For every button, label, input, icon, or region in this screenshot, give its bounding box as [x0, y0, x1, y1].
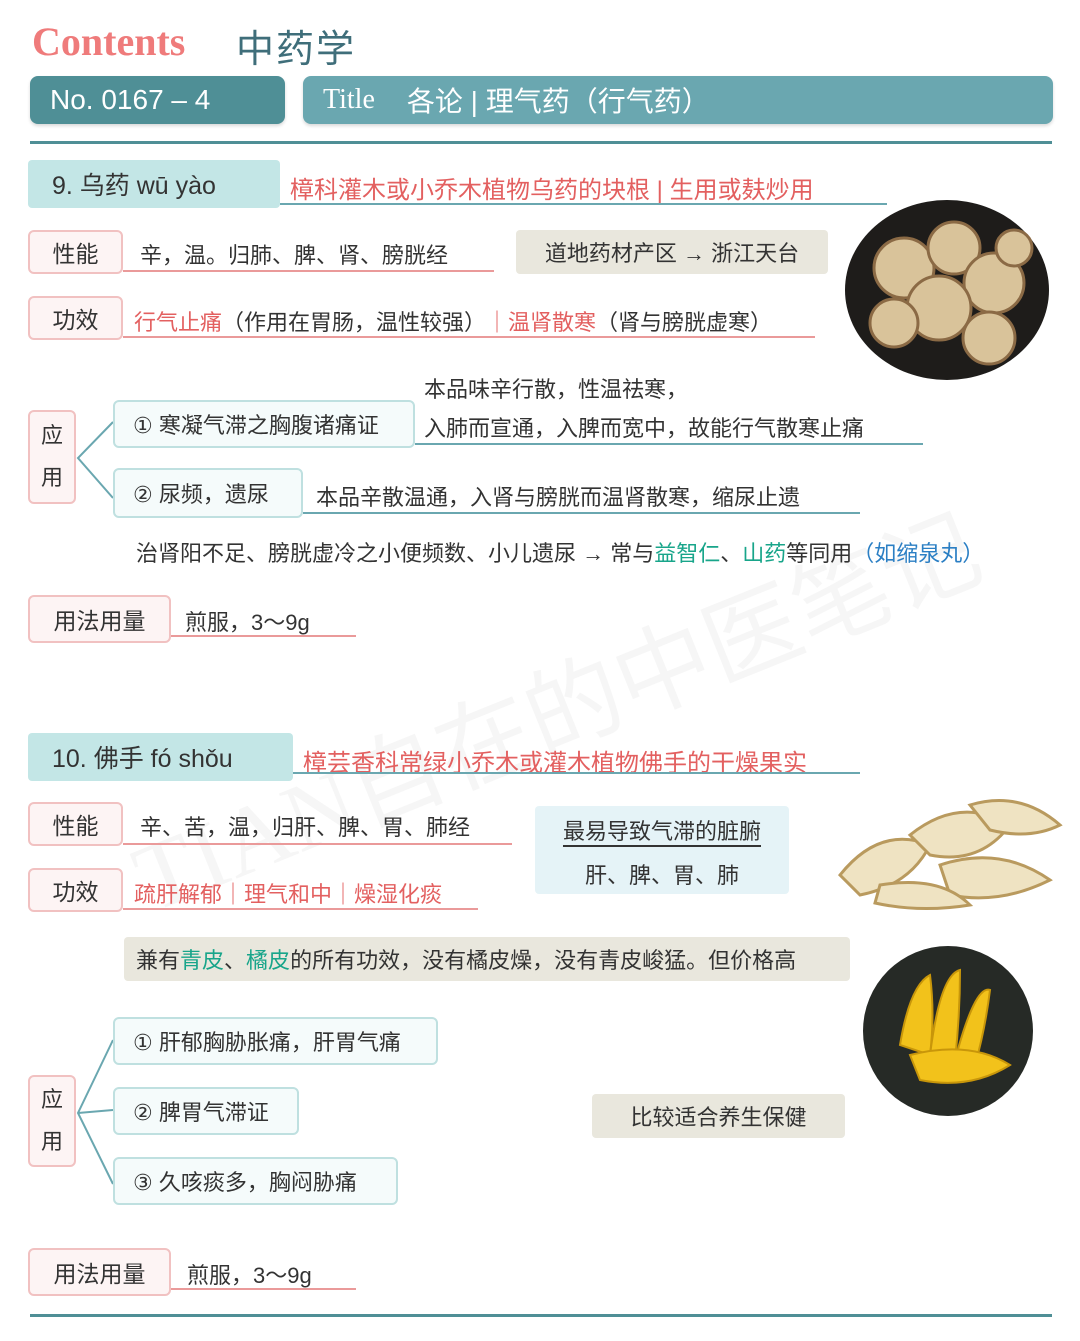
number-bar: No. 0167 – 4 [30, 76, 285, 124]
herb-name: 益智仁 [654, 541, 721, 566]
organs-title: 最易导致气滞的脏腑 [562, 819, 761, 844]
label: 用法用量 [28, 1248, 171, 1296]
note-text: 等同用 [786, 541, 853, 566]
dosage: 煎服，3～9g [187, 1263, 312, 1288]
note-text: 、 [720, 541, 743, 566]
herb-name: 青皮 [180, 948, 225, 973]
herb-image [863, 946, 1033, 1116]
number: No. 0167 – 4 [50, 84, 211, 115]
label-char: 用 [40, 465, 63, 490]
origin: 樟科灌木或小乔木植物乌药的块根 | 生用或麸炒用 [290, 177, 814, 204]
note: 治肾阳不足、膀胱虚冷之小便频数、小儿遗尿 → 常与益智仁、山药等同用（如缩泉丸） [136, 536, 984, 568]
label-char: 应 [40, 423, 63, 448]
herb-image [845, 200, 1049, 380]
label: 用法用量 [28, 595, 171, 643]
underline [123, 270, 494, 272]
application-item: ② 尿频，遗尿 [113, 468, 303, 518]
divider [30, 1314, 1052, 1317]
organs-text: 肝、脾、胃、肺 [584, 863, 739, 888]
application-note: 比较适合养生保健 [592, 1094, 845, 1138]
label-char: 用 [40, 1129, 63, 1154]
title-label: Title [323, 84, 375, 115]
application-item: ① 寒凝气滞之胸腹诸痛证 [113, 400, 415, 448]
application-label: 应用 [28, 410, 76, 504]
label: 功效 [28, 868, 123, 912]
organs-box: 最易导致气滞的脏腑 肝、脾、胃、肺 [535, 806, 789, 894]
underline [415, 443, 923, 445]
underline [123, 908, 478, 910]
underline [123, 336, 815, 338]
subject: 中药学 [236, 29, 357, 71]
properties: 辛，温。归肺、脾、肾、膀胱经 [140, 243, 449, 268]
comparison-text: 兼有 [136, 948, 181, 973]
herb-name: 山药 [742, 541, 787, 566]
bracket [76, 1039, 114, 1185]
application-label: 应用 [28, 1075, 76, 1167]
underline [123, 843, 512, 845]
divider [30, 141, 1052, 144]
section-heading: 9. 乌药 wū yào [28, 160, 280, 208]
comparison-text: 、 [224, 948, 247, 973]
herb-image [837, 799, 1063, 911]
underline [280, 203, 887, 205]
region: 道地药材产区 → 浙江天台 [516, 230, 828, 274]
application-item: ③ 久咳痰多，胸闷胁痛 [113, 1157, 398, 1205]
application-item: ① 肝郁胸胁胀痛，肝胃气痛 [113, 1017, 438, 1065]
dosage: 煎服，3～9g [185, 610, 310, 635]
label: 性能 [28, 802, 123, 846]
underline [171, 1288, 356, 1290]
section-heading: 10. 佛手 fó shǒu [28, 733, 293, 781]
label: 性能 [28, 230, 123, 274]
effect-note: （作用在胃肠，温性较强） [222, 310, 487, 335]
effects: 行气止痛（作用在胃肠，温性较强）｜温肾散寒（肾与膀胱虚寒） [134, 305, 772, 337]
underline [303, 512, 860, 514]
formula: （如缩泉丸） [852, 541, 985, 566]
explanation: 本品辛散温通，入肾与膀胱而温肾散寒，缩尿止遗 [316, 485, 801, 510]
explanation: 入肺而宣通，入脾而宽中，故能行气散寒止痛 [424, 416, 865, 441]
effect-note: （肾与膀胱虚寒） [596, 310, 773, 335]
underline [171, 635, 356, 637]
herb-name: 橘皮 [246, 948, 291, 973]
comparison: 兼有 青皮、橘皮 的所有功效，没有橘皮燥，没有青皮峻猛。但价格高 [124, 937, 850, 981]
effect: 行气止痛 [134, 310, 223, 335]
bracket [76, 421, 114, 499]
underline [293, 772, 860, 774]
title: 各论 | 理气药（行气药） [406, 86, 710, 117]
label-char: 应 [40, 1087, 63, 1112]
comparison-text: 的所有功效，没有橘皮燥，没有青皮峻猛。但价格高 [290, 948, 797, 973]
note-text: 治肾阳不足、膀胱虚冷之小便频数、小儿遗尿 → 常与 [136, 541, 655, 566]
effect: 疏肝解郁｜理气和中｜燥湿化痰 [134, 882, 443, 907]
title-bar: Title 各论 | 理气药（行气药） [303, 76, 1053, 124]
explanation: 本品味辛行散，性温祛寒， [424, 377, 689, 402]
effect: ｜温肾散寒 [486, 310, 597, 335]
properties: 辛、苦，温，归肝、脾、胃、肺经 [140, 815, 471, 840]
label: 功效 [28, 296, 123, 340]
contents-label: Contents [32, 19, 186, 64]
application-item: ② 脾胃气滞证 [113, 1087, 299, 1135]
